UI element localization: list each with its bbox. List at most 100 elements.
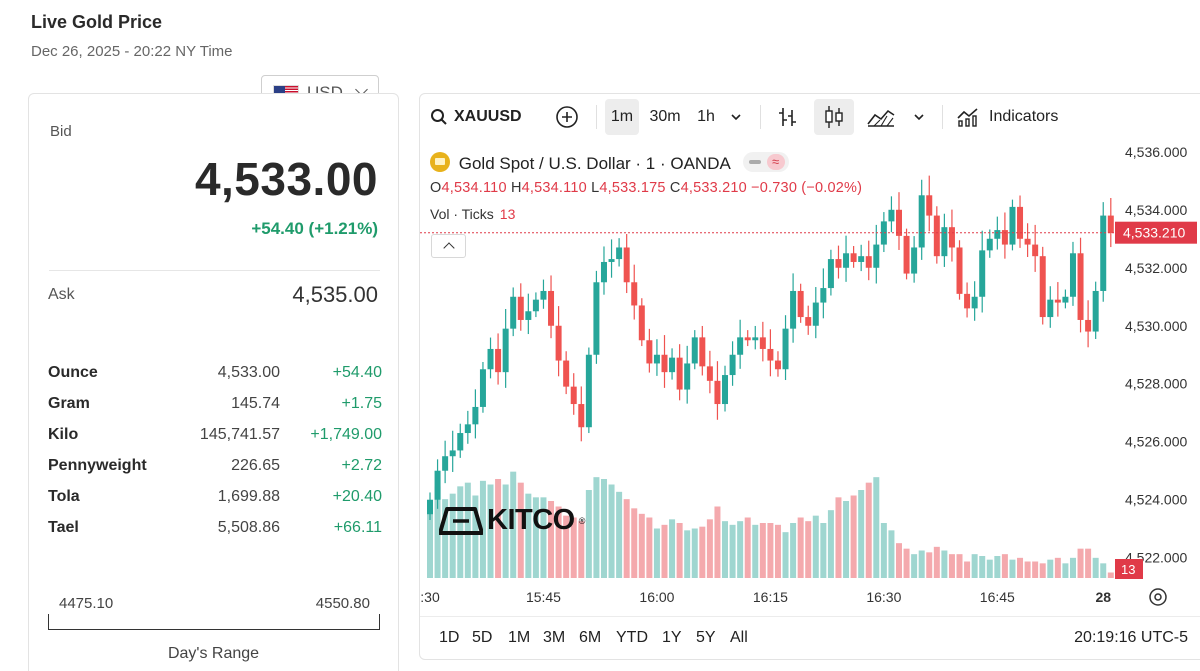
volume-bar xyxy=(1107,572,1114,578)
unit-row: Pennyweight 226.65 +2.72 xyxy=(48,455,382,486)
price-tick-label: 4,532.000 xyxy=(1125,260,1187,276)
volume-bar xyxy=(563,515,570,578)
unit-row: Tael 5,508.86 +66.11 xyxy=(48,517,382,548)
volume-bar xyxy=(926,552,933,578)
candle xyxy=(714,361,721,420)
range-1y[interactable]: 1Y xyxy=(662,629,682,646)
candle xyxy=(744,330,751,347)
candle xyxy=(722,365,729,412)
chart-type-dropdown[interactable] xyxy=(908,99,930,135)
volume-bar xyxy=(1039,563,1046,578)
unit-price: 4,533.00 xyxy=(217,364,280,381)
range-5d[interactable]: 5D xyxy=(472,629,493,646)
candle xyxy=(434,459,441,509)
range-3m[interactable]: 3M xyxy=(543,629,566,646)
candle xyxy=(427,492,433,521)
candle xyxy=(638,298,645,347)
candle xyxy=(790,273,797,343)
candle xyxy=(669,348,676,380)
day-range-low: 4475.10 xyxy=(59,595,114,612)
kitco-logo-icon xyxy=(439,506,483,535)
candle xyxy=(729,341,736,386)
legend-toggle-pill[interactable]: ≈ xyxy=(742,152,789,172)
indicators-button[interactable]: Indicators xyxy=(956,99,1058,135)
candle xyxy=(888,196,895,233)
range-6m[interactable]: 6M xyxy=(579,629,602,646)
candle xyxy=(1085,300,1092,348)
interval-dropdown[interactable] xyxy=(725,99,747,135)
unit-row: Ounce 4,533.00 +54.40 xyxy=(48,362,382,393)
volume-bar xyxy=(971,554,978,578)
volume-bar xyxy=(903,548,910,578)
interval-1h[interactable]: 1h xyxy=(697,108,715,125)
volume-bar xyxy=(880,523,887,578)
unit-name: Kilo xyxy=(48,426,79,443)
unit-row: Tola 1,699.88 +20.40 xyxy=(48,486,382,517)
candle xyxy=(457,423,464,458)
candle xyxy=(979,230,986,313)
watermark-registered: ® xyxy=(578,515,586,526)
volume-bar xyxy=(510,471,517,578)
indicators-label: Indicators xyxy=(989,108,1059,125)
volume-bar xyxy=(1085,548,1092,578)
price-tick-label: 4,524.000 xyxy=(1125,492,1187,508)
volume-bar xyxy=(722,521,729,578)
unit-change: +2.72 xyxy=(341,457,382,474)
candle xyxy=(895,192,902,250)
volume-bar xyxy=(911,554,918,578)
volume-bar xyxy=(729,524,736,578)
volume-bar xyxy=(616,491,623,578)
range-all[interactable]: All xyxy=(730,629,748,646)
candle xyxy=(1092,281,1099,340)
range-ytd[interactable]: YTD xyxy=(616,629,648,646)
candle xyxy=(517,283,524,331)
bar-type-button[interactable] xyxy=(774,99,802,135)
volume-bar xyxy=(933,546,940,578)
volume-bar xyxy=(540,497,547,578)
candle xyxy=(487,337,494,379)
candle xyxy=(1009,199,1016,251)
candle xyxy=(805,305,812,335)
time-tick-label: 16:00 xyxy=(639,589,674,605)
interval-30m[interactable]: 30m xyxy=(649,108,681,125)
volume-bar xyxy=(449,493,456,578)
volume-bar xyxy=(434,486,441,578)
ohlc-bars-icon xyxy=(779,108,796,126)
candle xyxy=(873,224,880,284)
unit-change: +66.11 xyxy=(333,519,382,536)
volume-bar xyxy=(782,532,789,578)
unit-change: +1,749.00 xyxy=(310,426,382,443)
range-1d[interactable]: 1D xyxy=(439,629,460,646)
range-1m[interactable]: 1M xyxy=(508,629,531,646)
volume-bar xyxy=(570,517,577,578)
settings-gear-icon[interactable] xyxy=(1149,588,1167,606)
watermark-text: KITCO xyxy=(487,504,575,536)
collapse-legend-button[interactable] xyxy=(431,234,466,258)
interval-1m[interactable]: 1m xyxy=(605,99,639,135)
candle xyxy=(880,212,887,253)
volume-bar xyxy=(676,523,683,578)
compare-button[interactable] xyxy=(553,99,581,135)
area-type-button[interactable] xyxy=(864,99,898,135)
volume-bar xyxy=(767,523,774,578)
volume-bar xyxy=(472,495,479,578)
bid-change: +54.40 (+1.21%) xyxy=(251,219,378,238)
candle xyxy=(774,351,781,377)
candles-type-button[interactable] xyxy=(814,99,854,135)
symbol-search-button[interactable]: XAUUSD xyxy=(430,99,522,135)
volume-bar xyxy=(994,556,1001,578)
unit-price: 145,741.57 xyxy=(199,426,280,443)
volume-bar xyxy=(691,528,698,578)
candle xyxy=(472,389,479,439)
unit-name: Tael xyxy=(48,519,79,536)
candle xyxy=(737,319,744,369)
volume-bar xyxy=(555,506,562,578)
range-5y[interactable]: 5Y xyxy=(696,629,716,646)
divider xyxy=(49,270,380,271)
time-tick-label: 28 xyxy=(1095,589,1111,605)
volume-value: 13 xyxy=(499,206,516,222)
candle xyxy=(1024,223,1031,258)
price-chart[interactable]: 4,536.000 4,534.000 4,532.000 4,530.000 4,52… xyxy=(420,94,1200,616)
candle xyxy=(1100,202,1107,302)
symbol-title: Gold Spot / U.S. Dollar · 1 · OANDA xyxy=(458,154,730,173)
